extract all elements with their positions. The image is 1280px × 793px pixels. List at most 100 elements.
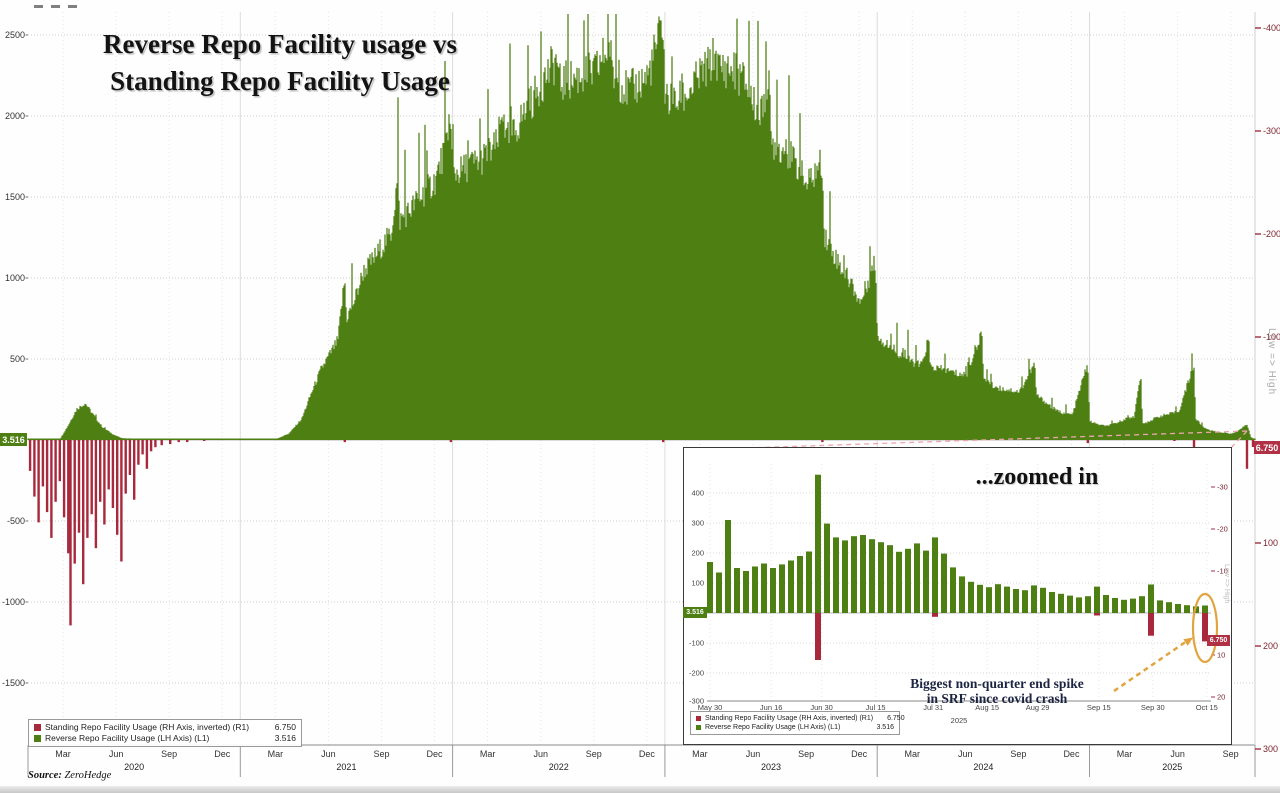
x-month-label: Sep: [798, 749, 814, 759]
x-month-label: Dec: [427, 749, 444, 759]
inset-green-bar: [986, 587, 992, 613]
inset-green-bar: [1157, 600, 1163, 613]
inset-green-bar: [941, 553, 947, 613]
x-month-label: Jun: [109, 749, 124, 759]
inset-green-bar: [716, 572, 722, 613]
inset-green-bar: [914, 543, 920, 613]
inset-left-axis-tick-label: -300: [689, 697, 704, 706]
legend-value: 6.750: [274, 722, 296, 732]
srf-red-bar: [177, 440, 180, 443]
srf-red-bar: [94, 440, 98, 549]
inset-chart-svg: 400 300 200 100 -100 -200 -300 -30 -20 -10 10 20 May…: [689, 464, 1228, 725]
legend-value: 6.750: [887, 715, 905, 722]
x-month-label: Mar: [268, 749, 284, 759]
x-month-label: Mar: [480, 749, 496, 759]
source-line: Source: ZeroHedge: [28, 770, 111, 781]
inset-green-bar: [1121, 599, 1127, 613]
inset-x-tick-label: Aug 15: [975, 703, 999, 712]
inset-green-bar: [1022, 590, 1028, 613]
srf-series-swatch-icon: [34, 724, 41, 731]
inset-green-bar: [1013, 589, 1019, 613]
inset-green-bar: [851, 536, 857, 613]
legend-row-rrp: Reverse Repo Facility Usage (LH Axis) (L…: [34, 733, 296, 744]
inset-x-tick-label: Jun 16: [760, 703, 783, 712]
year-label: 2024: [973, 762, 993, 772]
inset-green-bar: [1193, 606, 1199, 613]
srf-red-bar: [77, 440, 81, 533]
x-month-label: Mar: [55, 749, 71, 759]
inset-green-bar: [752, 566, 758, 613]
right-axis-tick-label: 200: [1263, 641, 1278, 651]
left-axis-tick-label: -500: [7, 516, 25, 526]
srf-red-bar: [449, 440, 453, 443]
inset-green-bar: [842, 540, 848, 613]
srf-red-bar: [73, 440, 76, 564]
srf-red-bar: [160, 440, 163, 446]
inset-green-bar: [1067, 595, 1073, 613]
inset-red-bars: [815, 613, 1208, 660]
srf-red-bar: [116, 440, 119, 535]
inset-green-bar: [887, 545, 893, 613]
x-month-label: Sep: [1223, 749, 1239, 759]
year-label: 2025: [1162, 762, 1182, 772]
rrp-series-swatch-icon: [696, 725, 701, 730]
cropped-toolbar-mark: [68, 5, 77, 8]
rrp-series-swatch-icon: [34, 735, 41, 742]
legend-row-srf: Standing Repo Facility Usage (RH Axis, i…: [696, 714, 905, 723]
year-label: 2022: [549, 762, 569, 772]
srf-red-bar: [54, 440, 57, 502]
cropped-toolbar-mark: [51, 5, 60, 8]
left-axis-tick-label: 500: [10, 354, 25, 364]
inset-green-bar: [1040, 587, 1046, 613]
zoom-leader-line: [687, 430, 1248, 451]
source-value: ZeroHedge: [64, 770, 112, 781]
left-axis-tick-label: -1500: [2, 678, 25, 688]
inset-green-bar: [824, 523, 830, 613]
inset-left-axis-tick-label: 400: [691, 489, 704, 498]
inset-left-axis-tick-label: -100: [689, 639, 704, 648]
legend-label: Reverse Repo Facility Usage (LH Axis) (L…: [705, 724, 841, 731]
srf-red-bar: [41, 440, 45, 487]
srf-red-bar: [58, 440, 61, 482]
annotation-line-1: Biggest non-quarter end spike: [910, 676, 1084, 691]
inset-red-bar: [1148, 613, 1154, 636]
inset-red-bar: [932, 613, 938, 617]
inset-left-axis-tick-label: -200: [689, 669, 704, 678]
inset-green-bar: [860, 535, 866, 613]
x-month-label: Jun: [746, 749, 761, 759]
x-month-label: Dec: [1063, 749, 1080, 759]
inset-green-bar: [1076, 597, 1082, 613]
x-month-label: Mar: [692, 749, 708, 759]
inset-green-bar: [1004, 586, 1010, 613]
chart-title-line-2: Standing Repo Facility Usage: [110, 66, 450, 96]
srf-red-bar: [28, 440, 32, 471]
inset-legend: Standing Repo Facility Usage (RH Axis, i…: [690, 711, 905, 735]
inset-green-bar: [878, 542, 884, 613]
srf-red-bar: [149, 440, 153, 452]
inset-left-axis-tick-label: 300: [691, 519, 704, 528]
inset-right-axis-tick-label: -30: [1217, 483, 1228, 492]
zoom-inset-panel: 400 300 200 100 -100 -200 -300 -30 -20 -10 10 20 May…: [683, 447, 1232, 745]
srf-red-bar: [154, 440, 157, 448]
srf-red-bar: [343, 440, 346, 443]
inset-green-bar: [734, 568, 740, 613]
legend-value: 3.516: [274, 733, 296, 743]
inset-green-bar: [779, 564, 785, 613]
inset-x-tick-label: Oct 15: [1196, 703, 1218, 712]
legend-row-srf: Standing Repo Facility Usage (RH Axis, i…: [34, 722, 296, 733]
inset-annotation: Biggest non-quarter end spike in SRF sin…: [856, 676, 1138, 706]
srf-red-bar: [50, 440, 53, 538]
inset-green-bar: [761, 563, 767, 613]
srf-red-bar: [67, 440, 70, 554]
annotation-arrow-line: [1113, 639, 1188, 693]
inset-green-bar: [788, 560, 794, 613]
srf-red-bar: [169, 440, 172, 445]
inset-green-bar: [1130, 598, 1136, 613]
inset-x-tick-label: Jun 30: [810, 703, 833, 712]
chart-title-line-1: Reverse Repo Facility usage vs: [103, 29, 457, 59]
srf-red-bar: [203, 440, 206, 441]
inset-green-bar: [770, 568, 776, 613]
legend-row-rrp: Reverse Repo Facility Usage (LH Axis) (L…: [696, 723, 894, 732]
inset-year-label: 2025: [951, 716, 968, 725]
